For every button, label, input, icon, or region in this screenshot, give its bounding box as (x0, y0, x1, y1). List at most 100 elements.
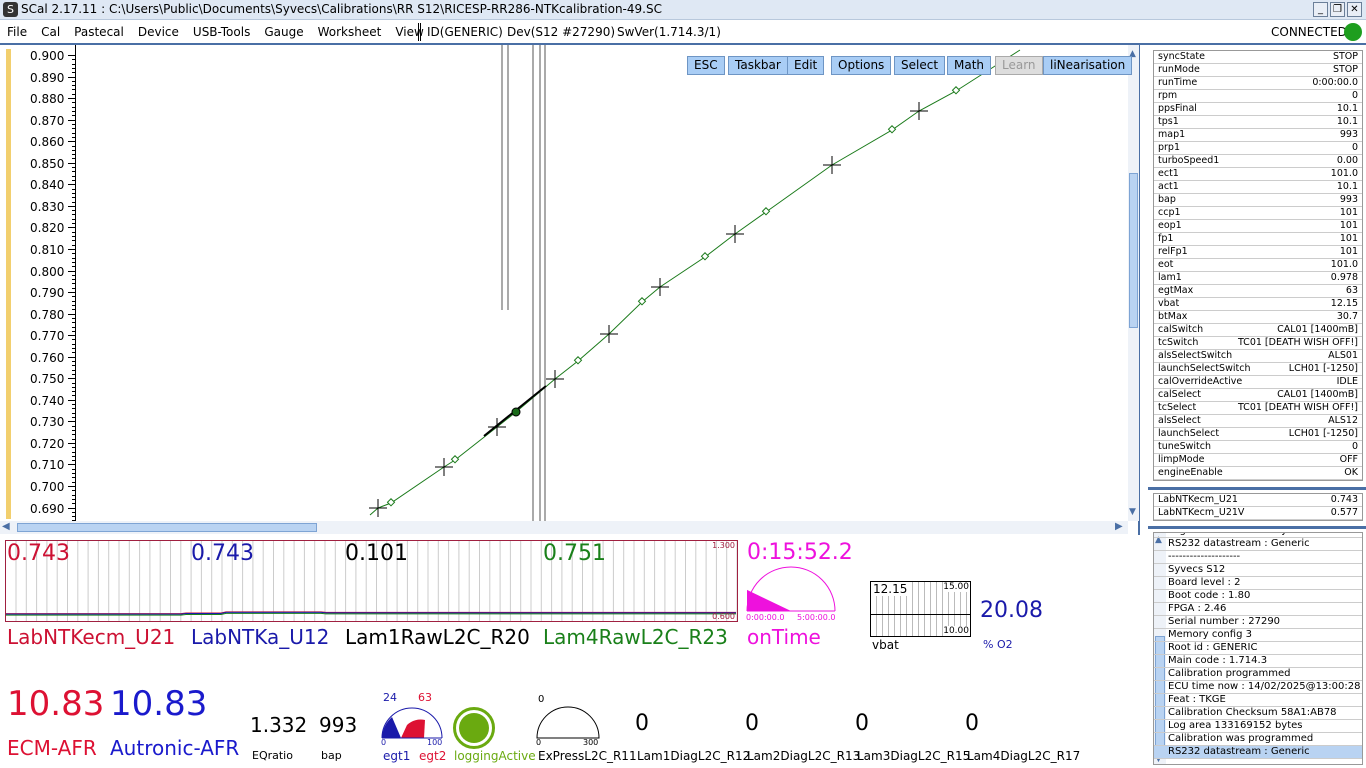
channel-row[interactable]: eot 101.0 (1154, 259, 1362, 272)
channel-row[interactable]: LabNTKecm_U21 0.743 (1154, 494, 1362, 507)
diag-value: 0 (745, 711, 759, 736)
y-tick (68, 162, 76, 164)
ecu-log-list[interactable]: ▲ ▼ Log area 133169152 bytesRS232 datast… (1153, 532, 1363, 765)
channel-row[interactable]: runTime 0:00:00.0 (1154, 77, 1362, 90)
learn-button[interactable]: Learn (995, 56, 1043, 75)
channel-row[interactable]: calSelect CAL01 [1400mB] (1154, 389, 1362, 402)
channel-row[interactable]: syncState STOP (1154, 51, 1362, 64)
channel-value: 10.1 (1336, 116, 1358, 127)
log-entry[interactable]: Feat : TKGE (1154, 694, 1362, 707)
scroll-down-icon[interactable]: ▼ (1155, 754, 1162, 764)
vertical-scroll-thumb[interactable] (1129, 173, 1138, 328)
log-entry[interactable]: Syvecs S12 (1154, 564, 1362, 577)
log-entry[interactable]: Boot code : 1.80 (1154, 590, 1362, 603)
sample-point (450, 455, 460, 464)
log-entry[interactable]: FPGA : 2.46 (1154, 603, 1362, 616)
log-entry[interactable]: -------------------- (1154, 551, 1362, 564)
menu-pastecal[interactable]: Pastecal (74, 25, 124, 39)
channel-name: alsSelect (1158, 415, 1201, 426)
channel-row[interactable]: ppsFinal 10.1 (1154, 103, 1362, 116)
log-entry[interactable]: Root id : GENERIC (1154, 642, 1362, 655)
channel-row[interactable]: act1 10.1 (1154, 181, 1362, 194)
channel-row[interactable]: eop1 101 (1154, 220, 1362, 233)
channel-name: bap (1158, 194, 1176, 205)
channel-name: launchSelect (1158, 428, 1220, 439)
log-entry[interactable]: Memory config 3 (1154, 629, 1362, 642)
channel-row[interactable]: rpm 0 (1154, 90, 1362, 103)
channel-row[interactable]: vbat 12.15 (1154, 298, 1362, 311)
scroll-down-icon[interactable]: ▼ (1129, 507, 1136, 517)
linearisation-plot[interactable]: 0.900 0.890 0.880 0.870 0.860 0.850 0.840 0.830… (0, 45, 1140, 535)
channel-row[interactable]: bap 993 (1154, 194, 1362, 207)
horizontal-scrollbar[interactable]: ◀ ▶ (0, 521, 1128, 534)
channel-row[interactable]: calSwitch CAL01 [1400mB] (1154, 324, 1362, 337)
channel-name: LabNTKecm_U21 (1158, 494, 1238, 505)
channel-row[interactable]: btMax 30.7 (1154, 311, 1362, 324)
channel-row[interactable]: calOverrideActive IDLE (1154, 376, 1362, 389)
log-entry[interactable]: Calibration Checksum 58A1:AB78 (1154, 707, 1362, 720)
channel-row[interactable]: engineEnable OK (1154, 467, 1362, 480)
menu-device[interactable]: Device (137, 25, 179, 39)
menu-worksheet[interactable]: Worksheet (317, 25, 382, 39)
log-entry[interactable]: Calibration was programmed (1154, 733, 1362, 746)
log-entry[interactable]: Log area 133169152 bytes (1154, 720, 1362, 733)
channel-row[interactable]: tcSwitch TC01 [DEATH WISH OFF!] (1154, 337, 1362, 350)
options-button[interactable]: Options (831, 56, 892, 75)
menu-cal[interactable]: Cal (41, 25, 61, 39)
channel-row[interactable]: egtMax 63 (1154, 285, 1362, 298)
esc-button[interactable]: ESC (687, 56, 725, 75)
minimize-button[interactable]: _ (1313, 2, 1328, 17)
channel-row[interactable]: launchSelect LCH01 [-1250] (1154, 428, 1362, 441)
select-button[interactable]: Select (894, 56, 946, 75)
horizontal-scroll-thumb[interactable] (17, 523, 317, 532)
channel-value: 101 (1339, 207, 1358, 218)
channel-row[interactable]: tcSelect TC01 [DEATH WISH OFF!] (1154, 402, 1362, 415)
linearisation-curve[interactable] (0, 45, 1128, 521)
channel-row[interactable]: launchSelectSwitch LCH01 [-1250] (1154, 363, 1362, 376)
channel-row[interactable]: relFp1 101 (1154, 246, 1362, 259)
menu-usb-tools[interactable]: USB-Tools (192, 25, 251, 39)
log-entry[interactable]: ECU time now : 14/02/2025@13:00:28 (1154, 681, 1362, 694)
y-tick (68, 76, 76, 78)
log-entry[interactable]: Main code : 1.714.3 (1154, 655, 1362, 668)
log-entry[interactable]: Board level : 2 (1154, 577, 1362, 590)
channel-row[interactable]: LabNTKecm_U21V 0.577 (1154, 507, 1362, 520)
y-tick-label: 0.750 (30, 372, 65, 387)
channel-row[interactable]: fp1 101 (1154, 233, 1362, 246)
menu-file[interactable]: File (7, 25, 28, 39)
log-entry[interactable]: Log area 133169152 bytes (1154, 533, 1362, 538)
channel-row[interactable]: runMode STOP (1154, 64, 1362, 77)
scroll-up-icon[interactable]: ▲ (1129, 49, 1136, 59)
channel-row[interactable]: map1 993 (1154, 129, 1362, 142)
log-entry[interactable]: Serial number : 27290 (1154, 616, 1362, 629)
curve-line (369, 49, 1021, 516)
menu-gauge[interactable]: Gauge (264, 25, 304, 39)
menu-view[interactable]: View (395, 25, 424, 39)
channel-row[interactable]: prp1 0 (1154, 142, 1362, 155)
math-button[interactable]: Math (947, 56, 992, 75)
log-entry[interactable]: RS232 datastream : Generic (1154, 538, 1362, 551)
log-entry[interactable]: RS232 datastream : Generic (1154, 746, 1362, 759)
channel-row[interactable]: lam1 0.978 (1154, 272, 1362, 285)
maximize-button[interactable]: ❐ (1330, 2, 1345, 17)
channel-row[interactable]: tuneSwitch 0 (1154, 441, 1362, 454)
vertical-scrollbar[interactable]: ▲ ▼ (1128, 45, 1139, 521)
channel-row[interactable]: ect1 101.0 (1154, 168, 1362, 181)
scroll-left-icon[interactable]: ◀ (2, 521, 10, 532)
channel-name: runTime (1158, 77, 1198, 88)
channel-row[interactable]: alsSelect ALS12 (1154, 415, 1362, 428)
scroll-right-icon[interactable]: ▶ (1115, 521, 1123, 532)
ontime-gauge (746, 566, 836, 612)
taskbar-button[interactable]: Taskbar (728, 56, 788, 75)
scroll-up-icon[interactable]: ▲ (1155, 535, 1162, 545)
channel-row[interactable]: tps1 10.1 (1154, 116, 1362, 129)
log-entry[interactable]: Calibration programmed (1154, 668, 1362, 681)
ecm-afr-value: 10.83 (7, 684, 105, 724)
close-button[interactable]: ✕ (1347, 2, 1362, 17)
edit-button[interactable]: Edit (787, 56, 825, 75)
channel-row[interactable]: turboSpeed1 0.00 (1154, 155, 1362, 168)
channel-row[interactable]: limpMode OFF (1154, 454, 1362, 467)
channel-row[interactable]: ccp1 101 (1154, 207, 1362, 220)
channel-row[interactable]: alsSelectSwitch ALS01 (1154, 350, 1362, 363)
linearisation-button[interactable]: liNearisation (1043, 56, 1133, 75)
